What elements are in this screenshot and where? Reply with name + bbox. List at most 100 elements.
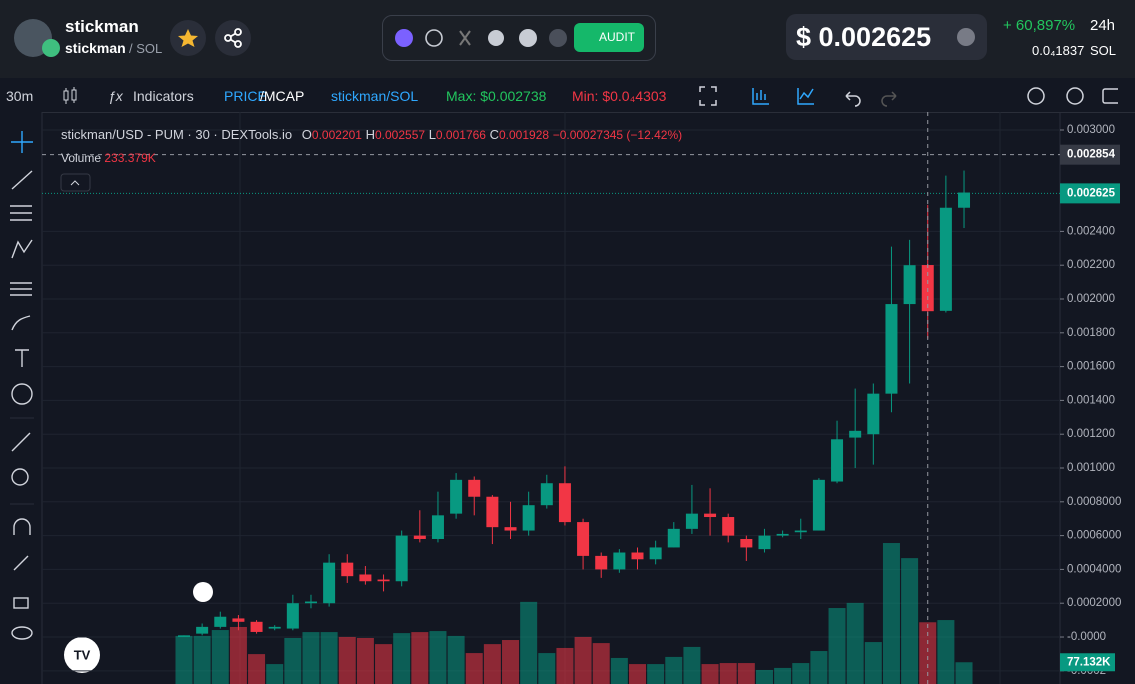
y-tick-label: 0.001000 [1067,462,1115,474]
volume-bar [211,630,229,684]
info-icon[interactable] [957,28,975,46]
candle-body [885,304,898,394]
candle-body [268,626,281,629]
volume-bar [737,663,755,684]
volume-bar [302,632,320,684]
y-tick-label: 0.002000 [1067,293,1115,305]
sol: SOL [1090,43,1117,58]
candle-body [776,533,789,536]
candle-body [377,579,390,582]
y-tick-label: 0.0002000 [1067,597,1121,609]
candle-body [341,562,354,577]
y-tick-label: 0.001200 [1067,428,1115,440]
favorite-button[interactable] [170,20,206,56]
last-price-label: 0.002625 [1067,187,1116,199]
candle-body [794,530,807,533]
vertical-grid [239,112,1001,684]
candle-body [722,517,735,536]
volume-bar [719,663,737,684]
y-tick-label: 0.0004000 [1067,563,1121,575]
y-tick-label: 0.001800 [1067,327,1115,339]
y-tick-label: 0.002200 [1067,259,1115,271]
volume-bar [520,601,538,684]
y-tick-label: 0.002400 [1067,225,1115,237]
tool-icons[interactable] [10,131,33,640]
collapse-button[interactable] [60,173,91,192]
volume-bar [393,633,411,684]
crosshair-label: 0.002854 [1067,149,1116,161]
price: $ 0.002625 [796,22,932,52]
volume-bar [882,543,900,684]
token-marker [193,582,213,602]
collapse-icon [70,180,80,186]
candle-body [667,528,680,548]
drawing-tools [0,112,42,684]
audit-button[interactable]: AUDIT [574,23,644,52]
tv-logo [64,637,100,673]
volume-label-box [1060,653,1115,672]
token-name: stickman [65,17,139,36]
period: 24h [1090,17,1116,34]
share-icon [224,28,242,48]
header: stickman stickman / SOL AUDIT $ 0.002625… [0,0,1135,78]
min-price: Min: $0.0₄4303 [572,88,667,104]
candle-body [867,393,880,435]
crosshair-label-box [1060,144,1120,165]
volume-bar [284,637,302,684]
change: + 60,897% [1003,17,1076,34]
candle-body [468,479,481,497]
candle-body [595,555,608,570]
y-tick-label: 0.003000 [1067,124,1115,136]
candle-body [504,527,517,531]
candle-body [359,574,372,582]
toolbar-icons[interactable] [698,85,1118,107]
volume-bar [411,632,429,684]
volume-bar [901,558,919,684]
y-tick-label: 0.001600 [1067,361,1115,373]
candle-body [540,483,553,506]
candle-body [250,621,263,632]
social-icons[interactable] [383,16,573,60]
price-toggle[interactable]: PRICE [224,88,267,104]
badge [42,39,60,57]
candle-body [939,207,952,311]
interval[interactable]: 30m [6,88,34,104]
volume-bar [629,664,646,684]
candle-icon[interactable] [60,86,80,106]
volume-bar [828,608,846,684]
volume-label: Volume [61,151,102,165]
candle-body [577,522,590,556]
volume-legend: Volume 233.379K [61,151,156,165]
volume-bar [665,656,683,684]
volume-bar [502,640,520,684]
last-price-box [1060,183,1120,204]
candle-body [649,547,662,560]
c-label: C [489,127,499,142]
volume-bar [266,664,284,684]
candle-body [740,538,753,548]
mcap-toggle[interactable]: /MCAP [260,88,305,104]
volume-bar [338,636,356,684]
pair-toggle[interactable]: stickman/SOL [331,88,419,104]
volume-bar [248,654,266,684]
share-button[interactable] [215,20,251,56]
volume-bar [919,622,937,684]
volume-bar [955,662,973,684]
candle-body [395,535,408,582]
change-value: −0.00027345 (−12.42%) [552,128,683,142]
candle-body [522,505,535,531]
candle-body [286,603,299,629]
candle-body [849,430,862,438]
l-label: L [428,127,436,142]
candle-body [232,618,245,622]
candle-body [486,496,499,528]
max-price: Max: $0.002738 [446,88,547,104]
indicators[interactable]: Indicators [133,88,194,104]
candle-body [631,552,644,560]
pair-base: stickman [65,40,126,56]
volume-bar [647,664,665,684]
volume-axis-label: 77.132K [1067,656,1111,668]
volume-bar [447,635,465,684]
legend: stickman/USD - PUM · 30 · DEXTools.io O0… [61,127,682,142]
